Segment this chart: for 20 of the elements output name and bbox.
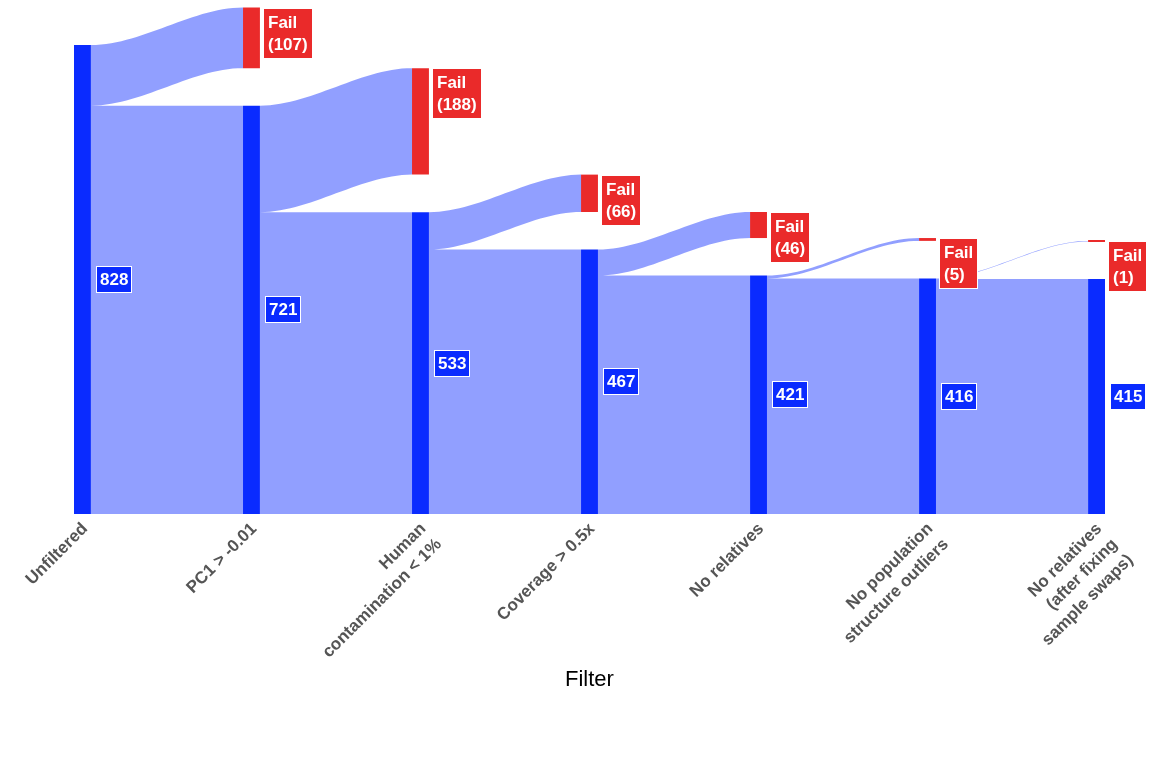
data-label: 415: [1114, 387, 1143, 406]
text: Fail: [775, 217, 805, 236]
data-label: (188): [437, 95, 477, 115]
text: Filter: [565, 666, 614, 692]
data-label: 467: [607, 372, 636, 391]
data-label: 721: [269, 300, 298, 319]
text: Fail: [268, 13, 298, 32]
data-label: 421: [776, 385, 805, 404]
data-label: 828: [100, 270, 129, 289]
text: Fail: [944, 243, 974, 262]
data-label: (66): [606, 202, 637, 222]
text: Fail: [1113, 246, 1143, 265]
data-label: (46): [775, 239, 806, 259]
text: Fail: [437, 73, 467, 92]
data-label: 416: [945, 387, 974, 406]
data-label: 533: [438, 354, 467, 373]
data-label: (1): [1113, 268, 1134, 288]
data-label: (107): [268, 35, 308, 55]
legend-label: Fail: [606, 180, 636, 199]
data-label: (5): [944, 265, 965, 285]
